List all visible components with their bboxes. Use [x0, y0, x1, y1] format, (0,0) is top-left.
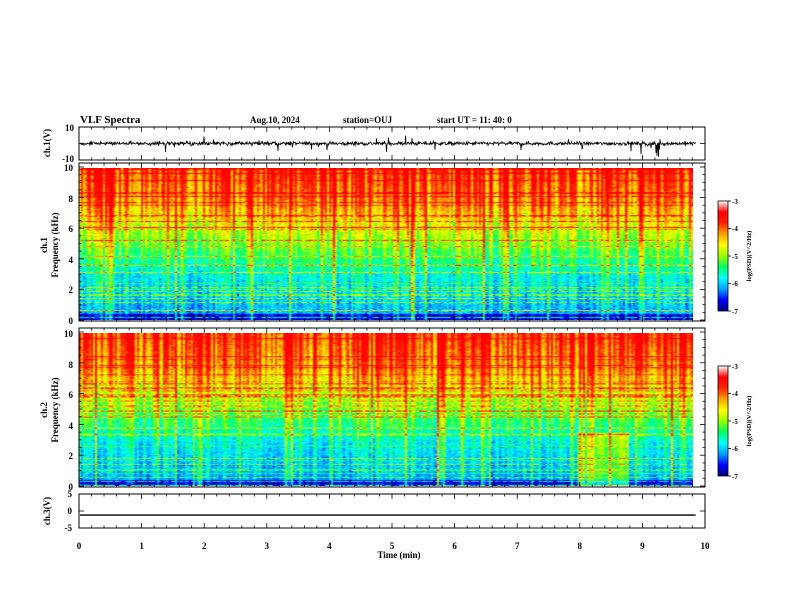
ch3-ytick-0: 0	[68, 506, 73, 516]
xtick-8: 8	[578, 541, 583, 551]
xtick-10: 10	[701, 541, 711, 551]
ch1-cbar-tick-minus4: -4	[732, 225, 738, 233]
ch1-spectrogram-panel: 10 8 6 4 2 0 ch.1 Frequency (kHz)	[39, 162, 706, 326]
ch1-cbar-tick-minus3: -3	[732, 198, 738, 206]
xtick-9: 9	[640, 541, 645, 551]
ch1-waveform-ylabel: ch.1(V)	[42, 129, 52, 157]
xtick-7: 7	[515, 541, 520, 551]
xtick-1: 1	[139, 541, 144, 551]
ch1-waveform-ticks	[78, 126, 706, 161]
ch1-spectrogram-ticks	[78, 163, 706, 321]
ch2-colorbar-ticks	[728, 365, 731, 477]
ch3-waveform-ylabel: ch.3(V)	[42, 497, 52, 525]
ch2-ytick-0khz: 0	[69, 482, 74, 492]
ch2-colorbar-gradient	[717, 365, 729, 477]
ch1-channel-label: ch.1	[39, 237, 49, 253]
ch2-cbar-tick-minus6: -6	[732, 445, 738, 453]
ch3-waveform-panel: 5 0 -5 ch.3(V)	[42, 489, 706, 533]
ch1-ytick-minus10: -10	[62, 154, 74, 164]
date-label: Aug.10, 2024	[250, 115, 300, 125]
ch2-colorbar: -3 -4 -5 -6 -7 log(PSD)(V^2/Hz)	[717, 363, 753, 481]
time-axis: 0 1 2 3 4 5 6 7 8 9 10 Time (min)	[77, 541, 710, 560]
ch2-ytick-2khz: 2	[69, 451, 74, 461]
ch1-ytick-4khz: 4	[69, 255, 74, 265]
ch2-colorbar-label: log(PSD)(V^2/Hz)	[746, 396, 753, 447]
ch2-spectrogram-panel: 10 8 6 4 2 0 ch.2 Frequency (kHz)	[39, 327, 706, 492]
station-label: station=OUJ	[343, 115, 393, 125]
start-ut-label: start UT = 11: 40: 0	[437, 115, 512, 125]
xtick-4: 4	[327, 541, 332, 551]
ch2-ytick-6khz: 6	[69, 390, 74, 400]
ch3-ytick-5: 5	[68, 489, 73, 499]
ch2-cbar-tick-minus3: -3	[732, 363, 738, 371]
ch1-ytick-2khz: 2	[69, 285, 74, 295]
ch1-cbar-tick-minus6: -6	[732, 280, 738, 288]
ch1-colorbar-label: log(PSD)(V^2/Hz)	[746, 231, 753, 282]
ch1-frequency-ylabel: Frequency (kHz)	[50, 212, 60, 277]
ch2-cbar-tick-minus4: -4	[732, 390, 738, 398]
ch2-cbar-tick-minus7: -7	[732, 473, 738, 481]
ch3-ytick-minus5: -5	[65, 523, 73, 533]
ch1-ytick-10khz: 10	[64, 163, 74, 173]
ch1-cbar-tick-minus5: -5	[732, 253, 738, 261]
ch2-channel-label: ch.2	[39, 402, 49, 418]
ch2-ytick-4khz: 4	[69, 421, 74, 431]
ch1-cbar-tick-minus7: -7	[732, 308, 738, 316]
xtick-2: 2	[202, 541, 207, 551]
ch2-spectrogram-ticks	[78, 328, 706, 487]
ch1-ytick-8khz: 8	[69, 194, 74, 204]
ch1-colorbar: -3 -4 -5 -6 -7 log(PSD)(V^2/Hz)	[717, 198, 753, 316]
ch2-ytick-10khz: 10	[64, 329, 74, 339]
ch1-ytick-6khz: 6	[69, 224, 74, 234]
ch3-waveform-frame	[78, 493, 706, 529]
ch2-frequency-ylabel: Frequency (kHz)	[50, 377, 60, 442]
ch2-cbar-tick-minus5: -5	[732, 418, 738, 426]
ch2-spectrogram-image	[79, 333, 693, 486]
ch1-colorbar-gradient	[717, 200, 729, 312]
ch1-waveform-trace	[79, 135, 696, 157]
xtick-5: 5	[390, 541, 395, 551]
xtick-0: 0	[77, 541, 82, 551]
ch3-waveform-ticks	[78, 493, 706, 529]
figure-title: VLF Spectra	[80, 114, 141, 126]
ch2-ytick-8khz: 8	[69, 360, 74, 370]
ch1-spectrogram-image	[79, 168, 693, 320]
time-axis-label: Time (min)	[377, 550, 420, 560]
xtick-6: 6	[452, 541, 457, 551]
ch1-ytick-0khz: 0	[69, 316, 74, 326]
ch1-waveform-panel: 10 -10 ch.1(V)	[42, 123, 706, 164]
ch1-colorbar-ticks	[728, 200, 731, 312]
ch1-ytick-10: 10	[65, 123, 75, 133]
xtick-3: 3	[265, 541, 270, 551]
